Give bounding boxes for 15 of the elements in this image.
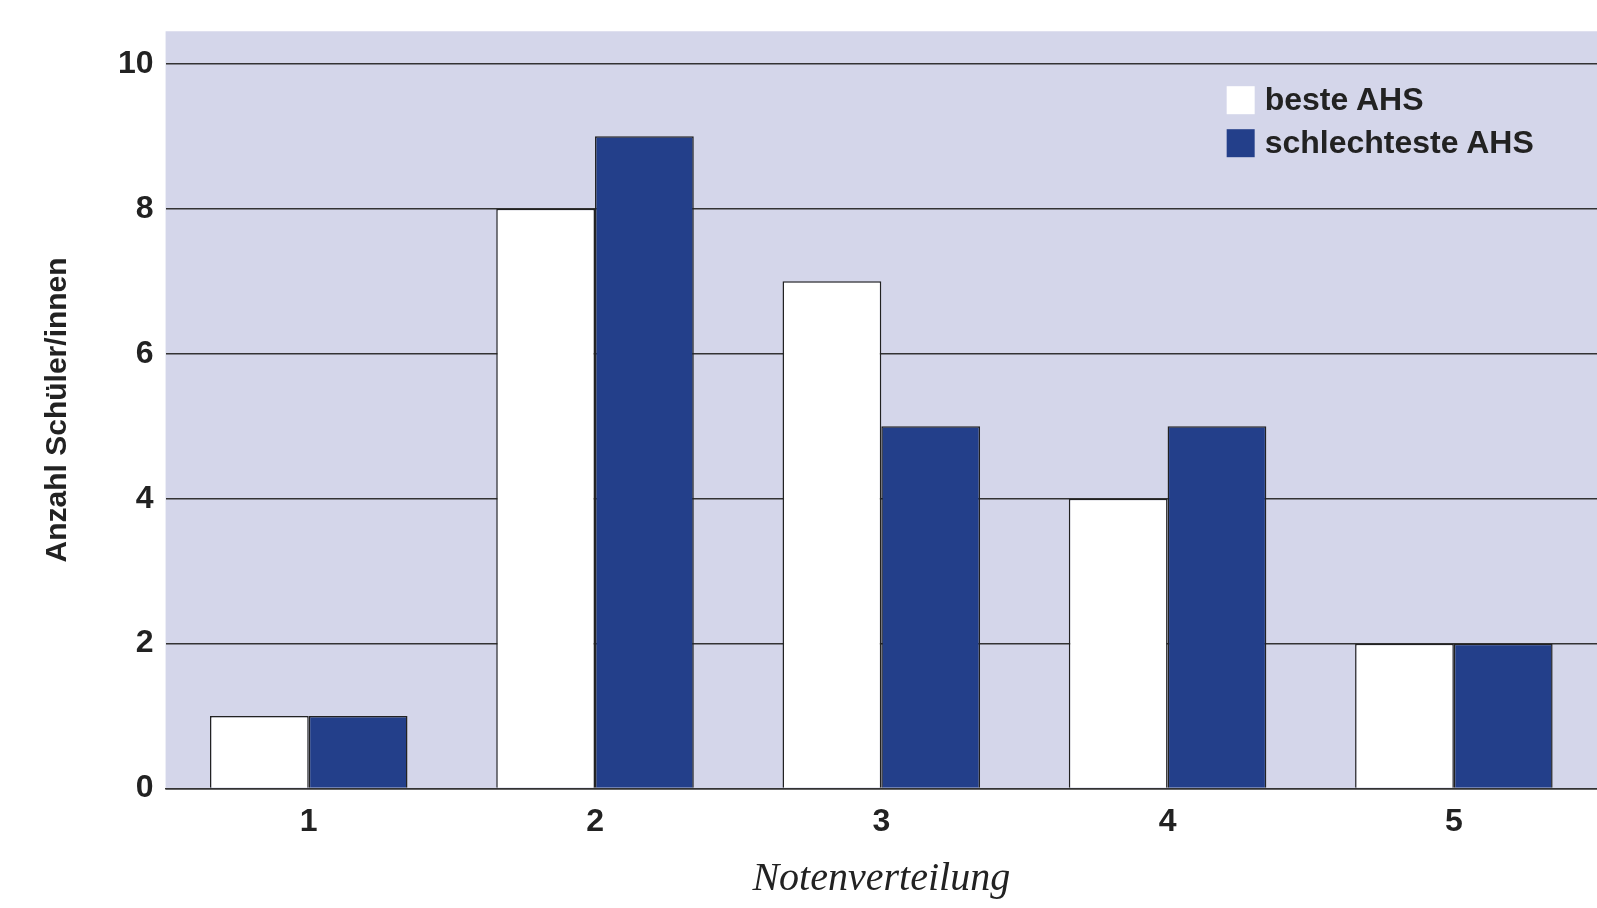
y-tick-label: 4: [135, 478, 154, 515]
x-tick-label: 5: [1444, 801, 1463, 838]
y-tick-label: 6: [135, 333, 154, 370]
y-tick-label: 8: [135, 188, 154, 225]
x-tick-label: 3: [872, 801, 891, 838]
x-tick-label: 4: [1158, 801, 1177, 838]
x-tick-label: 2: [586, 801, 604, 838]
legend-label: beste AHS: [1264, 81, 1424, 118]
x-axis-title: Notenverteilung: [751, 853, 1011, 899]
y-axis-title: Anzahl Schüler/innen: [39, 257, 73, 563]
x-tick-label: 1: [299, 801, 318, 838]
legend-label: schlechteste AHS: [1264, 124, 1534, 161]
y-tick-label: 10: [118, 43, 154, 80]
y-tick-label: 2: [135, 623, 154, 660]
y-tick-label: 0: [135, 768, 154, 805]
